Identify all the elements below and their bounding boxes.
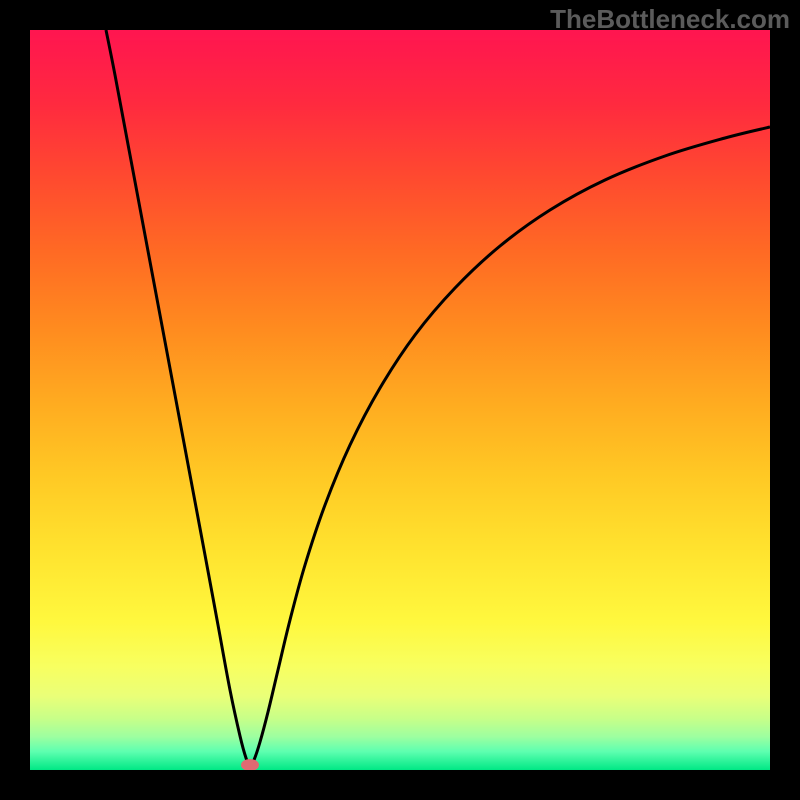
plot-area <box>30 30 770 770</box>
gradient-background <box>30 30 770 770</box>
watermark-text: TheBottleneck.com <box>550 4 790 35</box>
